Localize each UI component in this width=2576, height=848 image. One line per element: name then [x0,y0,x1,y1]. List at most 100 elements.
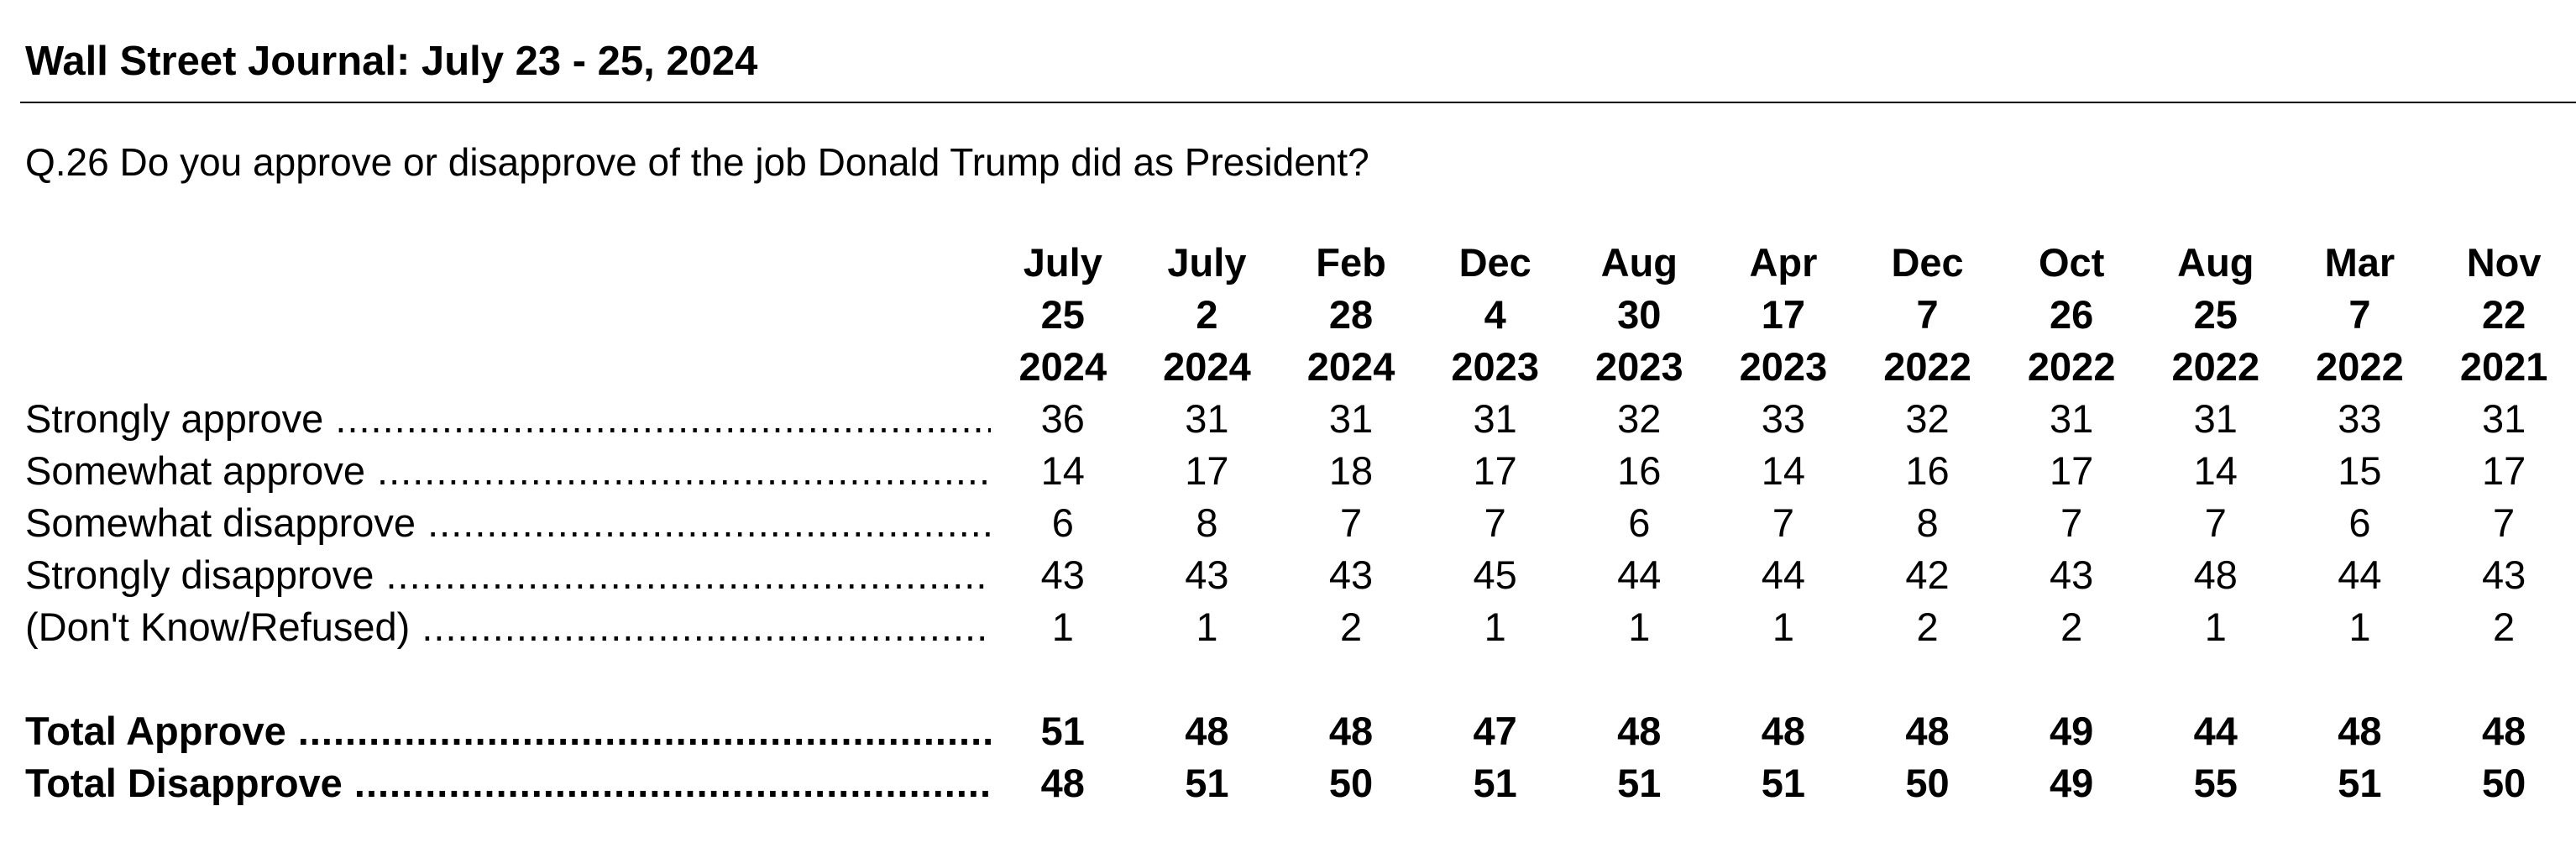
table-row: Somewhat approve .......................… [25,445,2576,497]
row-label-cell: Strongly disapprove ....................… [25,549,991,601]
table-cell: 43 [1328,552,1374,597]
table-cell: 48 [1617,709,1662,753]
column-year: 2024 [1018,344,1107,389]
row-label-cell: Strongly approve .......................… [25,393,991,445]
column-header: Dec 4 2023 [1423,237,1568,393]
leader-dots: ........................................… [335,396,991,441]
table-cell: 32 [1905,396,1950,441]
column-month: Dec [1458,240,1531,285]
column-year: 2023 [1451,344,1539,389]
table-cell: 14 [1040,448,1085,493]
column-day: 30 [1617,292,1662,337]
table-row: Somewhat disapprove ....................… [25,497,2576,549]
table-cell: 14 [1761,448,1806,493]
table-cell: 51 [2338,761,2382,805]
page-title: Wall Street Journal: July 23 - 25, 2024 [25,39,758,84]
table-cell: 51 [1185,761,1229,805]
row-label: Somewhat approve [25,448,365,493]
table-cell: 43 [1040,552,1085,597]
column-month: Feb [1316,240,1386,285]
column-month: Apr [1749,240,1818,285]
table-cell: 2 [2493,605,2516,649]
leader-dots: ........................................… [353,761,991,805]
table-cell: 50 [2481,761,2526,805]
table-cell: 1 [1051,605,1074,649]
table-cell: 43 [2050,552,2094,597]
table-cell: 17 [1185,448,1229,493]
table-cell: 33 [1761,396,1806,441]
table-cell: 32 [1617,396,1662,441]
column-year: 2024 [1163,344,1251,389]
row-label: Strongly approve [25,396,324,441]
table-cell: 43 [2481,552,2526,597]
table-cell: 48 [1185,709,1229,753]
column-year: 2023 [1739,344,1828,389]
table-cell: 31 [2193,396,2238,441]
table-row: Strongly disapprove ....................… [25,549,2576,601]
table-cell: 51 [1473,761,1517,805]
column-month: July [1023,240,1102,285]
leader-dots: ........................................… [427,500,991,545]
table-cell: 31 [2050,396,2094,441]
column-month: Aug [1600,240,1678,285]
table-cell: 7 [1772,500,1794,545]
column-day: 2 [1196,292,1218,337]
table-cell: 45 [1473,552,1517,597]
row-label: Total Disapprove [25,761,343,805]
date-header-row: July 25 2024 July 2 2024 Feb 28 2024 Dec 4 2023 … [25,237,2576,393]
table-cell: 7 [2493,500,2516,545]
leader-dots: ........................................… [385,552,991,597]
column-day: 17 [1761,292,1806,337]
table-cell: 6 [1051,500,1074,545]
table-cell: 51 [1617,761,1662,805]
table-row: (Don't Know/Refused) ...................… [25,601,2576,653]
row-label-cell: Total Disapprove .......................… [25,757,991,809]
table-cell: 49 [2050,709,2094,753]
column-day: 26 [2050,292,2094,337]
column-header: Feb 28 2024 [1279,237,1423,393]
table-cell: 31 [1473,396,1517,441]
column-year: 2021 [2459,344,2548,389]
table-cell: 2 [1916,605,1939,649]
table-cell: 1 [2348,605,2371,649]
table-cell: 7 [1339,500,1363,545]
column-year: 2022 [2316,344,2404,389]
column-header: Dec 7 2022 [1856,237,2000,393]
table-cell: 44 [2193,709,2238,753]
table-cell: 8 [1916,500,1939,545]
row-label: (Don't Know/Refused) [25,605,411,649]
column-day: 7 [2348,292,2371,337]
table-cell: 31 [1328,396,1374,441]
table-cell: 17 [2481,448,2526,493]
row-label-cell: Total Approve ..........................… [25,705,991,757]
column-month: Aug [2177,240,2254,285]
column-header: July 25 2024 [991,237,1135,393]
table-cell: 1 [1196,605,1218,649]
table-cell: 51 [1761,761,1806,805]
table-cell: 7 [2060,500,2083,545]
table-cell: 48 [1761,709,1806,753]
table-cell: 48 [2338,709,2382,753]
table-cell: 17 [1473,448,1517,493]
total-row: Total Disapprove .......................… [25,757,2576,809]
table-cell: 33 [2338,396,2382,441]
table-cell: 51 [1040,709,1085,753]
row-label-cell: (Don't Know/Refused) ...................… [25,601,991,653]
table-cell: 48 [2481,709,2526,753]
question-text: Q.26 Do you approve or disapprove of the… [25,140,1369,184]
table-cell: 43 [1185,552,1229,597]
header-divider [20,102,2576,103]
column-header: Mar 7 2022 [2288,237,2432,393]
column-year: 2022 [2171,344,2260,389]
column-day: 4 [1484,292,1506,337]
table-cell: 48 [1040,761,1085,805]
table-cell: 8 [1196,500,1218,545]
leader-dots: ........................................… [377,448,991,493]
table-cell: 31 [1185,396,1229,441]
column-header: Nov 22 2021 [2432,237,2576,393]
table-cell: 6 [1628,500,1651,545]
column-header: Aug 25 2022 [2144,237,2288,393]
table-cell: 1 [1484,605,1506,649]
table-cell: 44 [2338,552,2382,597]
column-month: Nov [2466,240,2542,285]
